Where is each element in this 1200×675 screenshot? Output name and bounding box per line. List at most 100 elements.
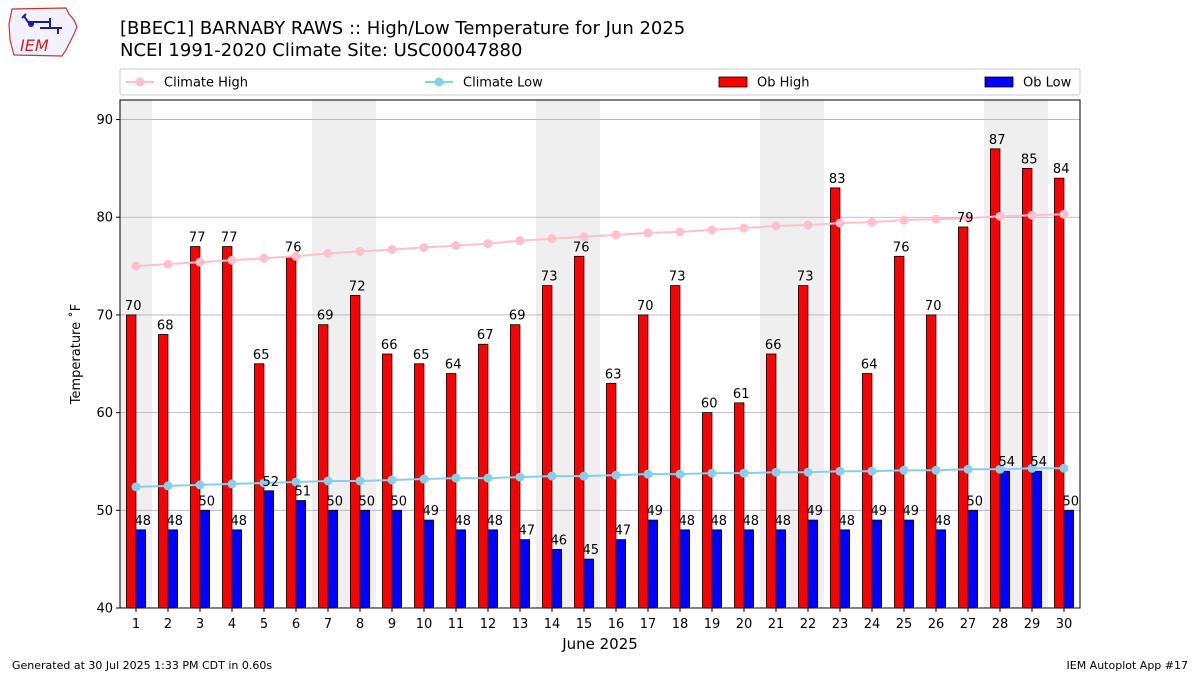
- weather-station-icon: [21, 13, 62, 34]
- logo-text: IEM: [20, 36, 49, 55]
- ob-high-label: 70: [637, 299, 654, 314]
- ob-high-bar: [638, 314, 649, 609]
- x-tick-label: 29: [1024, 617, 1041, 632]
- ob-low-bar: [679, 529, 690, 609]
- ob-high-bar: [894, 255, 905, 609]
- app-credit: IEM Autoplot App #17: [1066, 659, 1189, 672]
- x-tick-label: 23: [832, 617, 849, 632]
- climate-high-point: [547, 234, 557, 244]
- ob-low-bar: [967, 509, 978, 609]
- climate-low-point: [259, 478, 269, 488]
- x-tick-label: 19: [704, 617, 721, 632]
- climate-low-point: [515, 472, 525, 482]
- climate-high-point: [323, 248, 333, 258]
- ob-low-bar: [807, 519, 818, 609]
- y-tick-label: 50: [96, 504, 113, 519]
- x-tick-label: 1: [132, 617, 140, 632]
- ob-high-bar: [446, 373, 457, 609]
- climate-low-point: [419, 474, 429, 484]
- climate-high-point: [611, 230, 621, 240]
- climate-low-point: [931, 465, 941, 475]
- ob-low-bar: [167, 529, 178, 609]
- y-axis: 40 50 60 70 80 90: [96, 113, 120, 617]
- ob-low-legend-swatch: [984, 76, 1014, 88]
- ob-high-label: 77: [189, 231, 206, 246]
- climate-low-point: [899, 465, 909, 475]
- climate-high-line: [135, 213, 1065, 268]
- ob-low-label: 48: [231, 514, 248, 529]
- x-tick-label: 4: [228, 617, 236, 632]
- x-tick-label: 24: [864, 617, 881, 632]
- climate-high-point: [803, 220, 813, 230]
- ob-low-bar: [263, 490, 274, 609]
- ob-high-bar: [1054, 177, 1065, 609]
- ob-high-label: 79: [957, 211, 974, 226]
- ob-high-bar: [958, 226, 969, 609]
- ob-high-bar: [510, 324, 521, 609]
- climate-low-point: [1027, 463, 1037, 473]
- climate-low-point: [451, 473, 461, 483]
- climate-high-point: [707, 225, 717, 235]
- climate-high-point: [643, 228, 653, 238]
- ob-high-label: 65: [253, 348, 270, 363]
- ob-high-label: 73: [669, 270, 686, 285]
- ob-high-bar: [158, 334, 169, 609]
- ob-high-bar: [222, 246, 233, 609]
- x-tick-label: 9: [388, 617, 396, 632]
- ob-high-legend-swatch: [718, 76, 748, 88]
- x-tick-label: 25: [896, 617, 913, 632]
- legend-frame: [119, 68, 1081, 96]
- climate-low-point: [835, 466, 845, 476]
- climate-low-line: [135, 467, 1064, 488]
- generated-timestamp: Generated at 30 Jul 2025 1:33 PM CDT in …: [12, 659, 273, 672]
- ob-high-label: 69: [317, 309, 334, 324]
- x-tick-label: 3: [196, 617, 204, 632]
- ob-high-label: 61: [733, 387, 750, 402]
- ob-low-label: 48: [775, 514, 792, 529]
- ob-high-label: 65: [413, 348, 430, 363]
- ob-high-label: 84: [1053, 162, 1070, 177]
- ob-low-label: 50: [967, 494, 984, 509]
- ob-low-bar: [839, 529, 850, 609]
- y-tick-label: 60: [96, 406, 113, 421]
- ob-high-label: 70: [925, 299, 942, 314]
- climate-high-point: [931, 214, 941, 224]
- climate-low-point: [995, 464, 1005, 474]
- climate-low-point: [195, 480, 205, 490]
- x-tick-label: 30: [1056, 617, 1073, 632]
- ob-high-bar: [734, 402, 745, 609]
- ob-high-label: 73: [541, 270, 558, 285]
- x-tick-label: 21: [768, 617, 785, 632]
- ob-high-label: 76: [573, 240, 590, 255]
- climate-low-point: [707, 468, 717, 478]
- climate-high-point: [1059, 209, 1069, 219]
- ob-low-bar: [327, 509, 338, 609]
- ob-low-label: 49: [871, 504, 888, 519]
- plot-area: 70 68 77 77 65 76 69 72 66 65 64 67 69 73 76 63 70 73 60 61…: [119, 99, 1081, 609]
- climate-low-point: [291, 477, 301, 487]
- ob-high-bar: [830, 187, 841, 609]
- ob-high-bar: [766, 353, 777, 609]
- ob-low-label: 48: [839, 514, 856, 529]
- ob-high-label: 60: [701, 397, 718, 412]
- x-axis: 1 2 3 4 5 6 7 8 9 10 11 12 13 14 15 16 17 18 19 20 21 22 23 24 2…: [132, 608, 1072, 632]
- ob-high-label: 70: [125, 299, 142, 314]
- ob-low-bar: [743, 529, 754, 609]
- ob-low-label: 54: [1031, 455, 1048, 470]
- climate-low-point: [483, 473, 493, 483]
- ob-high-label: 64: [861, 358, 878, 373]
- ob-high-label: 69: [509, 309, 526, 324]
- climate-low-point: [803, 467, 813, 477]
- ob-low-bar: [391, 509, 402, 609]
- ob-low-label: 49: [903, 504, 920, 519]
- climate-low-point: [579, 471, 589, 481]
- climate-low-point: [675, 469, 685, 479]
- ob-low-label: 48: [135, 514, 152, 529]
- ob-low-bar: [903, 519, 914, 609]
- ob-low-bar: [775, 529, 786, 609]
- x-tick-label: 2: [164, 617, 172, 632]
- climate-high-legend-marker: [135, 77, 145, 87]
- ob-low-label: 47: [519, 524, 536, 539]
- x-tick-label: 18: [672, 617, 689, 632]
- ob-low-label: 45: [583, 543, 600, 558]
